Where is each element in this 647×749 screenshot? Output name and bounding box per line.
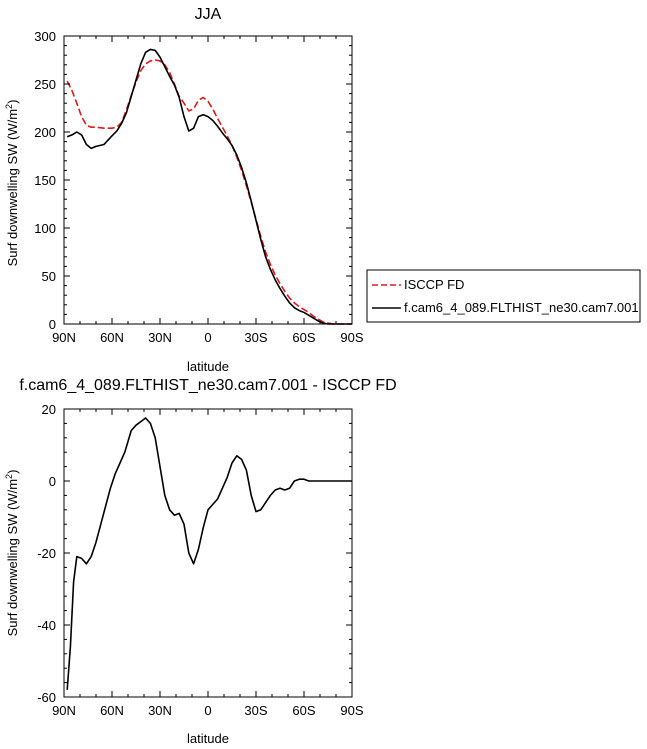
bottom-chart: f.cam6_4_089.FLTHIST_ne30.cam7.001 - ISC… xyxy=(4,377,397,746)
top-y-tick-label: 100 xyxy=(34,221,56,236)
bottom-x-tick-label: 90S xyxy=(340,703,363,718)
bottom-chart-title: f.cam6_4_089.FLTHIST_ne30.cam7.001 - ISC… xyxy=(19,377,396,394)
top-y-axis-label-sup: 2 xyxy=(4,104,14,109)
bottom-y-tick-label: -60 xyxy=(37,690,56,705)
bottom-y-tick-label: 0 xyxy=(49,474,56,489)
bottom-x-tick-label: 60N xyxy=(100,703,124,718)
top-x-tick-label: 30N xyxy=(148,330,172,345)
top-x-tick-label: 60N xyxy=(100,330,124,345)
top-y-tick-label: 200 xyxy=(34,125,56,140)
legend-label-model: f.cam6_4_089.FLTHIST_ne30.cam7.001 xyxy=(404,300,639,315)
bottom-y-tick-label: 20 xyxy=(42,402,56,417)
top-y-tick-label: 250 xyxy=(34,77,56,92)
top-series-line-1 xyxy=(66,48,352,325)
top-y-tick-label: 300 xyxy=(34,29,56,44)
top-y-axis-label-close: ) xyxy=(5,100,20,104)
bottom-x-tick-label: 30S xyxy=(244,703,267,718)
top-series-line-0 xyxy=(66,59,352,325)
top-y-tick-label: 0 xyxy=(49,317,56,332)
legend-box xyxy=(366,269,641,323)
bottom-plot-area: 90N 60N 30N 0 30S 60S 90S -60 -40 -20 0 20 xyxy=(37,402,364,718)
top-x-tick-label: 0 xyxy=(204,330,211,345)
bottom-y-axis-label-sup: 2 xyxy=(4,474,14,479)
bottom-x-tick-label: 30N xyxy=(148,703,172,718)
bottom-x-tick-label: 60S xyxy=(292,703,315,718)
top-plot-area: 90N 60N 30N 0 30S 60S 90S 0 50 100 150 200 250 300 xyxy=(34,29,364,345)
bottom-y-axis-label-close: ) xyxy=(5,470,20,474)
legend: ISCCP FD f.cam6_4_089.FLTHIST_ne30.cam7.… xyxy=(366,269,641,323)
top-y-tick-label: 50 xyxy=(42,269,56,284)
bottom-x-axis-label: latitude xyxy=(187,731,229,746)
bottom-y-axis-label-main: Surf downwelling SW (W/m xyxy=(5,479,20,636)
bottom-x-tick-label: 90N xyxy=(52,703,76,718)
bottom-x-tick-label: 0 xyxy=(204,703,211,718)
top-plot-frame xyxy=(63,35,353,325)
top-chart-title: JJA xyxy=(195,6,222,23)
bottom-y-axis-label: Surf downwelling SW (W/m2) xyxy=(4,470,20,637)
top-x-tick-label: 60S xyxy=(292,330,315,345)
top-x-tick-label: 30S xyxy=(244,330,267,345)
top-x-axis-label: latitude xyxy=(187,359,229,374)
top-y-axis-label: Surf downwelling SW (W/m2) xyxy=(4,100,20,267)
top-chart: JJA 90N 60N 30N 0 30S 60S 90S 0 50 100 150 200 250 30… xyxy=(4,6,364,374)
bottom-y-tick-label: -20 xyxy=(37,546,56,561)
bottom-plot-frame xyxy=(63,408,353,698)
top-x-tick-label: 90S xyxy=(340,330,363,345)
bottom-y-tick-label: -40 xyxy=(37,618,56,633)
top-y-axis-label-main: Surf downwelling SW (W/m xyxy=(5,109,20,266)
top-y-tick-label: 150 xyxy=(34,173,56,188)
legend-label-isccp-fd: ISCCP FD xyxy=(404,277,464,292)
bottom-series-line-0 xyxy=(66,417,352,690)
top-x-tick-label: 90N xyxy=(52,330,76,345)
